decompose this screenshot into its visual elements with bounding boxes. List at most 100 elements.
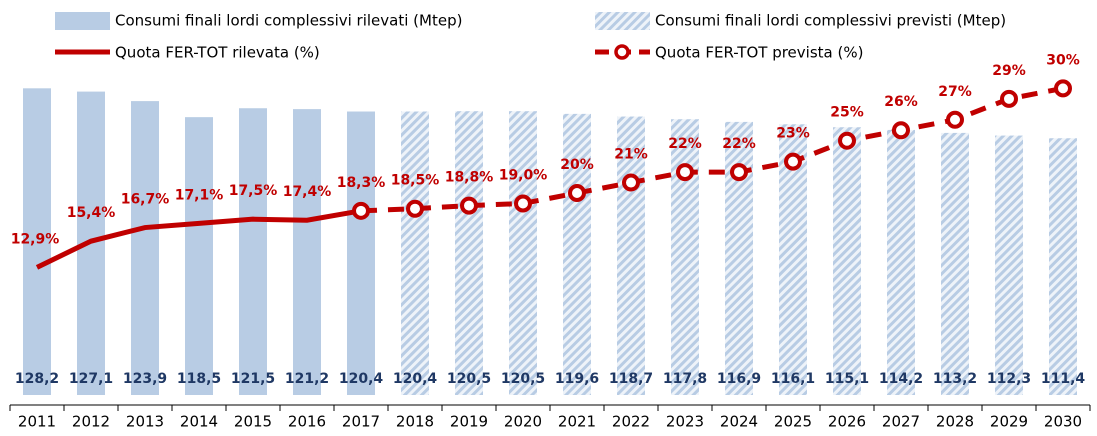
- marker: [1054, 79, 1072, 98]
- x-tick-label: 2015: [234, 413, 272, 431]
- line-label: 18,5%: [391, 173, 440, 189]
- legend-label: Consumi finali lordi complessivi rilevat…: [115, 12, 462, 30]
- line: [360, 85, 1064, 214]
- marker: [406, 199, 424, 218]
- line-label: 17,4%: [283, 184, 332, 200]
- legend-swatch: [595, 12, 650, 30]
- bar-label: 111,4: [1041, 371, 1086, 387]
- bar-label: 115,1: [825, 371, 869, 387]
- line-label: 30%: [1046, 52, 1080, 68]
- bar: [131, 101, 159, 395]
- bar: [1049, 138, 1077, 395]
- line-label: 20%: [560, 157, 594, 173]
- bar-label: 127,1: [69, 371, 113, 387]
- x-tick-label: 2014: [180, 413, 218, 431]
- bar-label: 128,2: [15, 371, 59, 387]
- bar-label: 112,3: [987, 371, 1031, 387]
- marker: [460, 196, 478, 215]
- line-label: 17,5%: [229, 183, 278, 199]
- bar-label: 121,5: [231, 371, 275, 387]
- bar-label: 116,9: [717, 371, 761, 387]
- marker: [784, 152, 802, 171]
- bar-label: 121,2: [285, 371, 329, 387]
- x-tick-label: 2025: [774, 413, 812, 431]
- line-label: 17,1%: [175, 187, 224, 203]
- bar: [509, 111, 537, 396]
- marker: [730, 163, 748, 182]
- marker: [676, 163, 694, 182]
- bar: [563, 113, 591, 396]
- x-tick-label: 2017: [342, 413, 380, 431]
- x-tick-label: 2020: [504, 413, 542, 431]
- bar-label: 120,4: [339, 371, 384, 387]
- line-label: 15,4%: [67, 205, 116, 221]
- line-label: 21%: [614, 147, 648, 163]
- legend-label: Consumi finali lordi complessivi previst…: [655, 12, 1006, 30]
- line-label: 22%: [722, 136, 756, 152]
- bar-label: 123,9: [123, 371, 167, 387]
- bar: [347, 111, 375, 395]
- bar: [941, 132, 969, 395]
- line-label: 29%: [992, 63, 1026, 79]
- bar-label: 116,1: [771, 371, 815, 387]
- bar: [671, 119, 699, 396]
- bar-label: 118,7: [609, 371, 653, 387]
- x-tick-label: 2013: [126, 413, 164, 431]
- line-label: 16,7%: [121, 192, 170, 208]
- marker: [1000, 89, 1018, 108]
- legend-swatch: [55, 12, 110, 30]
- line-label: 25%: [830, 105, 864, 121]
- x-tick-label: 2023: [666, 413, 704, 431]
- x-tick-label: 2019: [450, 413, 488, 431]
- bar-label: 120,5: [447, 371, 491, 387]
- line-label: 23%: [776, 126, 810, 142]
- x-tick-label: 2018: [396, 413, 434, 431]
- marker: [514, 194, 532, 213]
- bar-label: 114,2: [879, 371, 923, 387]
- line-label: 27%: [938, 84, 972, 100]
- line-label: 22%: [668, 136, 702, 152]
- bar-label: 117,8: [663, 371, 707, 387]
- line-label: 18,3%: [337, 175, 386, 191]
- marker: [838, 131, 856, 150]
- bar: [293, 109, 321, 395]
- x-tick-label: 2026: [828, 413, 866, 431]
- bar-label: 120,4: [393, 371, 438, 387]
- x-tick-label: 2011: [18, 413, 56, 431]
- legend-label: Quota FER-TOT prevista (%): [655, 44, 863, 62]
- x-tick-label: 2027: [882, 413, 920, 431]
- x-tick-label: 2021: [558, 413, 596, 431]
- marker: [892, 121, 910, 140]
- marker: [622, 173, 640, 192]
- x-tick-label: 2029: [990, 413, 1028, 431]
- bar: [725, 121, 753, 395]
- x-tick-label: 2030: [1044, 413, 1082, 431]
- bar-label: 118,5: [177, 371, 221, 387]
- x-tick-label: 2022: [612, 413, 650, 431]
- legend-swatch: [614, 44, 630, 60]
- bar-label: 113,2: [933, 371, 977, 387]
- x-tick-label: 2024: [720, 413, 758, 431]
- line-label: 12,9%: [11, 231, 60, 247]
- marker: [352, 201, 370, 220]
- bar: [23, 88, 51, 396]
- x-tick-label: 2012: [72, 413, 110, 431]
- bar: [185, 117, 213, 395]
- x-tick-label: 2016: [288, 413, 326, 431]
- legend-label: Quota FER-TOT rilevata (%): [115, 44, 320, 62]
- bar: [455, 111, 483, 396]
- bar: [239, 108, 267, 395]
- bar-label: 119,6: [555, 371, 599, 387]
- bar: [995, 135, 1023, 396]
- x-tick-label: 2028: [936, 413, 974, 431]
- bar: [617, 116, 645, 396]
- bar-label: 120,5: [501, 371, 545, 387]
- bar: [833, 127, 861, 395]
- line-label: 19,0%: [499, 167, 548, 183]
- marker: [946, 110, 964, 129]
- line: [35, 208, 362, 270]
- line-label: 26%: [884, 94, 918, 110]
- bar: [401, 111, 429, 395]
